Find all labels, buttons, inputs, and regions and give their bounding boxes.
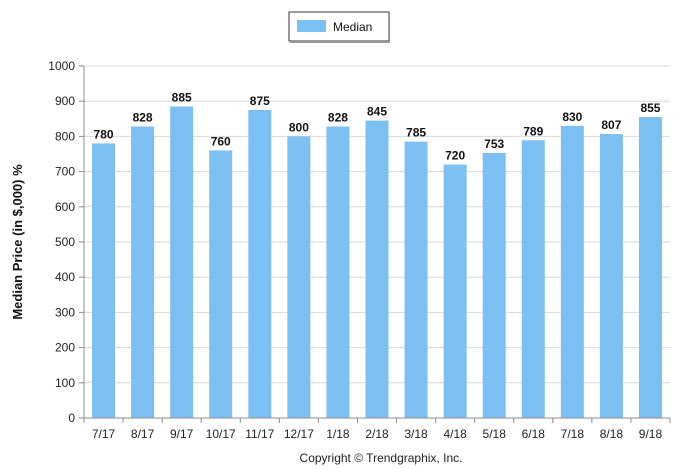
bar-series-median xyxy=(92,106,662,419)
bar-10-17 xyxy=(209,150,233,419)
bar-2-18 xyxy=(365,120,389,418)
x-tick-label: 9/18 xyxy=(639,427,663,441)
x-tick-label: 11/17 xyxy=(245,427,274,441)
bar-value-label: 830 xyxy=(562,110,582,124)
bar-value-label: 828 xyxy=(133,111,153,125)
bar-value-label: 885 xyxy=(172,90,192,104)
y-tick-label: 600 xyxy=(55,200,75,214)
legend-label-median: Median xyxy=(333,20,372,34)
y-axis-tick-labels: 0 100 200 300 400 500 600 700 800 900 1000 xyxy=(48,59,75,425)
bar-1-18 xyxy=(326,126,350,418)
bar-7-17 xyxy=(92,143,116,418)
copyright-text: Copyright © Trendgraphix, Inc. xyxy=(300,451,463,465)
bar-5-18 xyxy=(482,152,506,418)
y-tick-label: 500 xyxy=(55,235,75,249)
y-tick-label: 200 xyxy=(55,341,75,355)
bar-4-18 xyxy=(443,164,467,418)
bar-12-17 xyxy=(287,136,311,418)
x-axis-tick-labels: 7/17 8/17 9/17 10/17 11/17 12/17 1/18 2/18 3/18 4… xyxy=(83,418,671,441)
bar-value-label: 875 xyxy=(250,94,270,108)
bar-11-17 xyxy=(248,110,272,418)
bar-7-18 xyxy=(560,125,584,418)
y-tick-label: 400 xyxy=(55,270,75,284)
x-tick-label: 1/18 xyxy=(326,427,350,441)
y-tick-label: 1000 xyxy=(48,59,75,73)
bar-value-label: 845 xyxy=(367,105,387,119)
x-tick-label: 2/18 xyxy=(365,427,389,441)
bar-value-label: 807 xyxy=(601,118,621,132)
bar-value-label: 753 xyxy=(484,137,504,151)
x-tick-label: 9/17 xyxy=(170,427,194,441)
bar-value-label: 785 xyxy=(406,126,426,140)
x-tick-label: 8/17 xyxy=(131,427,155,441)
bar-3-18 xyxy=(404,141,428,418)
y-tick-label: 900 xyxy=(55,94,75,108)
bar-value-label: 780 xyxy=(94,127,114,141)
x-tick-label: 3/18 xyxy=(404,427,428,441)
bar-value-label: 760 xyxy=(211,134,231,148)
x-tick-label: 6/18 xyxy=(522,427,546,441)
x-tick-label: 4/18 xyxy=(443,427,467,441)
y-tick-label: 0 xyxy=(68,411,75,425)
chart-legend: Median xyxy=(288,11,390,43)
x-tick-label: 7/17 xyxy=(92,427,116,441)
chart-axes xyxy=(83,66,670,419)
x-tick-label: 12/17 xyxy=(284,427,314,441)
y-tick-label: 100 xyxy=(55,376,75,390)
bar-value-label: 789 xyxy=(523,124,543,138)
bar-9-17 xyxy=(170,106,194,418)
bar-value-label: 828 xyxy=(328,111,348,125)
x-tick-label: 7/18 xyxy=(561,427,585,441)
y-tick-label: 800 xyxy=(55,129,75,143)
x-tick-label: 5/18 xyxy=(483,427,507,441)
bar-8-17 xyxy=(131,126,155,418)
legend-swatch-median xyxy=(297,20,326,32)
bar-value-label: 800 xyxy=(289,120,309,134)
x-tick-label: 8/18 xyxy=(600,427,624,441)
bar-value-label: 720 xyxy=(445,149,465,163)
y-tick-label: 700 xyxy=(55,165,75,179)
bar-value-labels: 780 828 885 760 875 800 828 845 785 720 753 789 830 8… xyxy=(94,90,661,162)
y-tick-label: 300 xyxy=(55,305,75,319)
x-tick-label: 10/17 xyxy=(206,427,236,441)
y-axis-title: Median Price (in $,000) % xyxy=(10,164,25,320)
bar-8-18 xyxy=(599,133,623,418)
bar-value-label: 855 xyxy=(640,101,660,115)
bar-9-18 xyxy=(638,117,662,418)
bar-6-18 xyxy=(521,140,545,418)
